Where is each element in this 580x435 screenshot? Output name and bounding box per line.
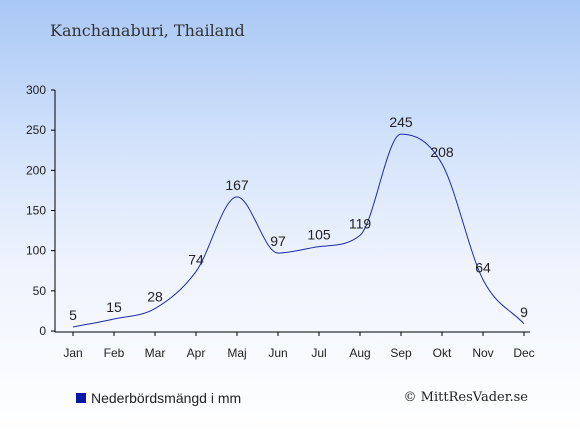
legend-swatch xyxy=(76,393,86,403)
x-tick-label: Apr xyxy=(187,346,206,360)
x-tick-label: Okt xyxy=(433,346,452,360)
data-label: 9 xyxy=(520,304,528,320)
x-tick-label: Jun xyxy=(268,346,287,360)
legend-label: Nederbördsmängd i mm xyxy=(91,390,242,406)
data-label: 208 xyxy=(430,144,454,160)
y-tick-label: 150 xyxy=(26,204,46,218)
x-tick-label: Nov xyxy=(472,346,493,360)
data-label: 28 xyxy=(147,289,163,305)
data-label: 119 xyxy=(349,215,372,231)
data-label: 15 xyxy=(106,299,122,315)
data-label: 167 xyxy=(225,177,249,193)
copyright-notice: © MittResVader.se xyxy=(403,390,528,405)
data-label: 245 xyxy=(389,114,413,130)
data-label: 105 xyxy=(307,227,331,243)
x-tick-label: Mar xyxy=(145,346,166,360)
y-tick-label: 200 xyxy=(26,163,46,177)
precipitation-line-chart: 0 50 100 150 200 250 300 Jan Feb Mar Apr Maj Jun Jul A… xyxy=(26,83,535,360)
x-tick-label: Aug xyxy=(349,346,370,360)
x-tick-label: Jul xyxy=(311,346,326,360)
y-tick-label: 300 xyxy=(26,83,46,97)
chart-location-title: Kanchanaburi, Thailand xyxy=(50,21,245,40)
legend: Nederbördsmängd i mm xyxy=(76,390,241,406)
x-tick-label: Feb xyxy=(104,346,125,360)
y-tick-label: 50 xyxy=(33,284,47,298)
x-tick-label: Jan xyxy=(63,346,82,360)
data-label: 64 xyxy=(475,260,491,276)
y-tick-label: 0 xyxy=(39,324,46,338)
y-tick-label: 250 xyxy=(26,123,46,137)
y-tick-label: 100 xyxy=(26,244,46,258)
x-tick-label: Dec xyxy=(513,346,534,360)
x-tick-label: Sep xyxy=(390,346,412,360)
x-tick-label: Maj xyxy=(227,346,246,360)
data-label: 74 xyxy=(188,252,204,268)
data-label: 97 xyxy=(270,233,286,249)
series-line-nederbord xyxy=(72,133,525,328)
data-label: 5 xyxy=(69,307,77,323)
